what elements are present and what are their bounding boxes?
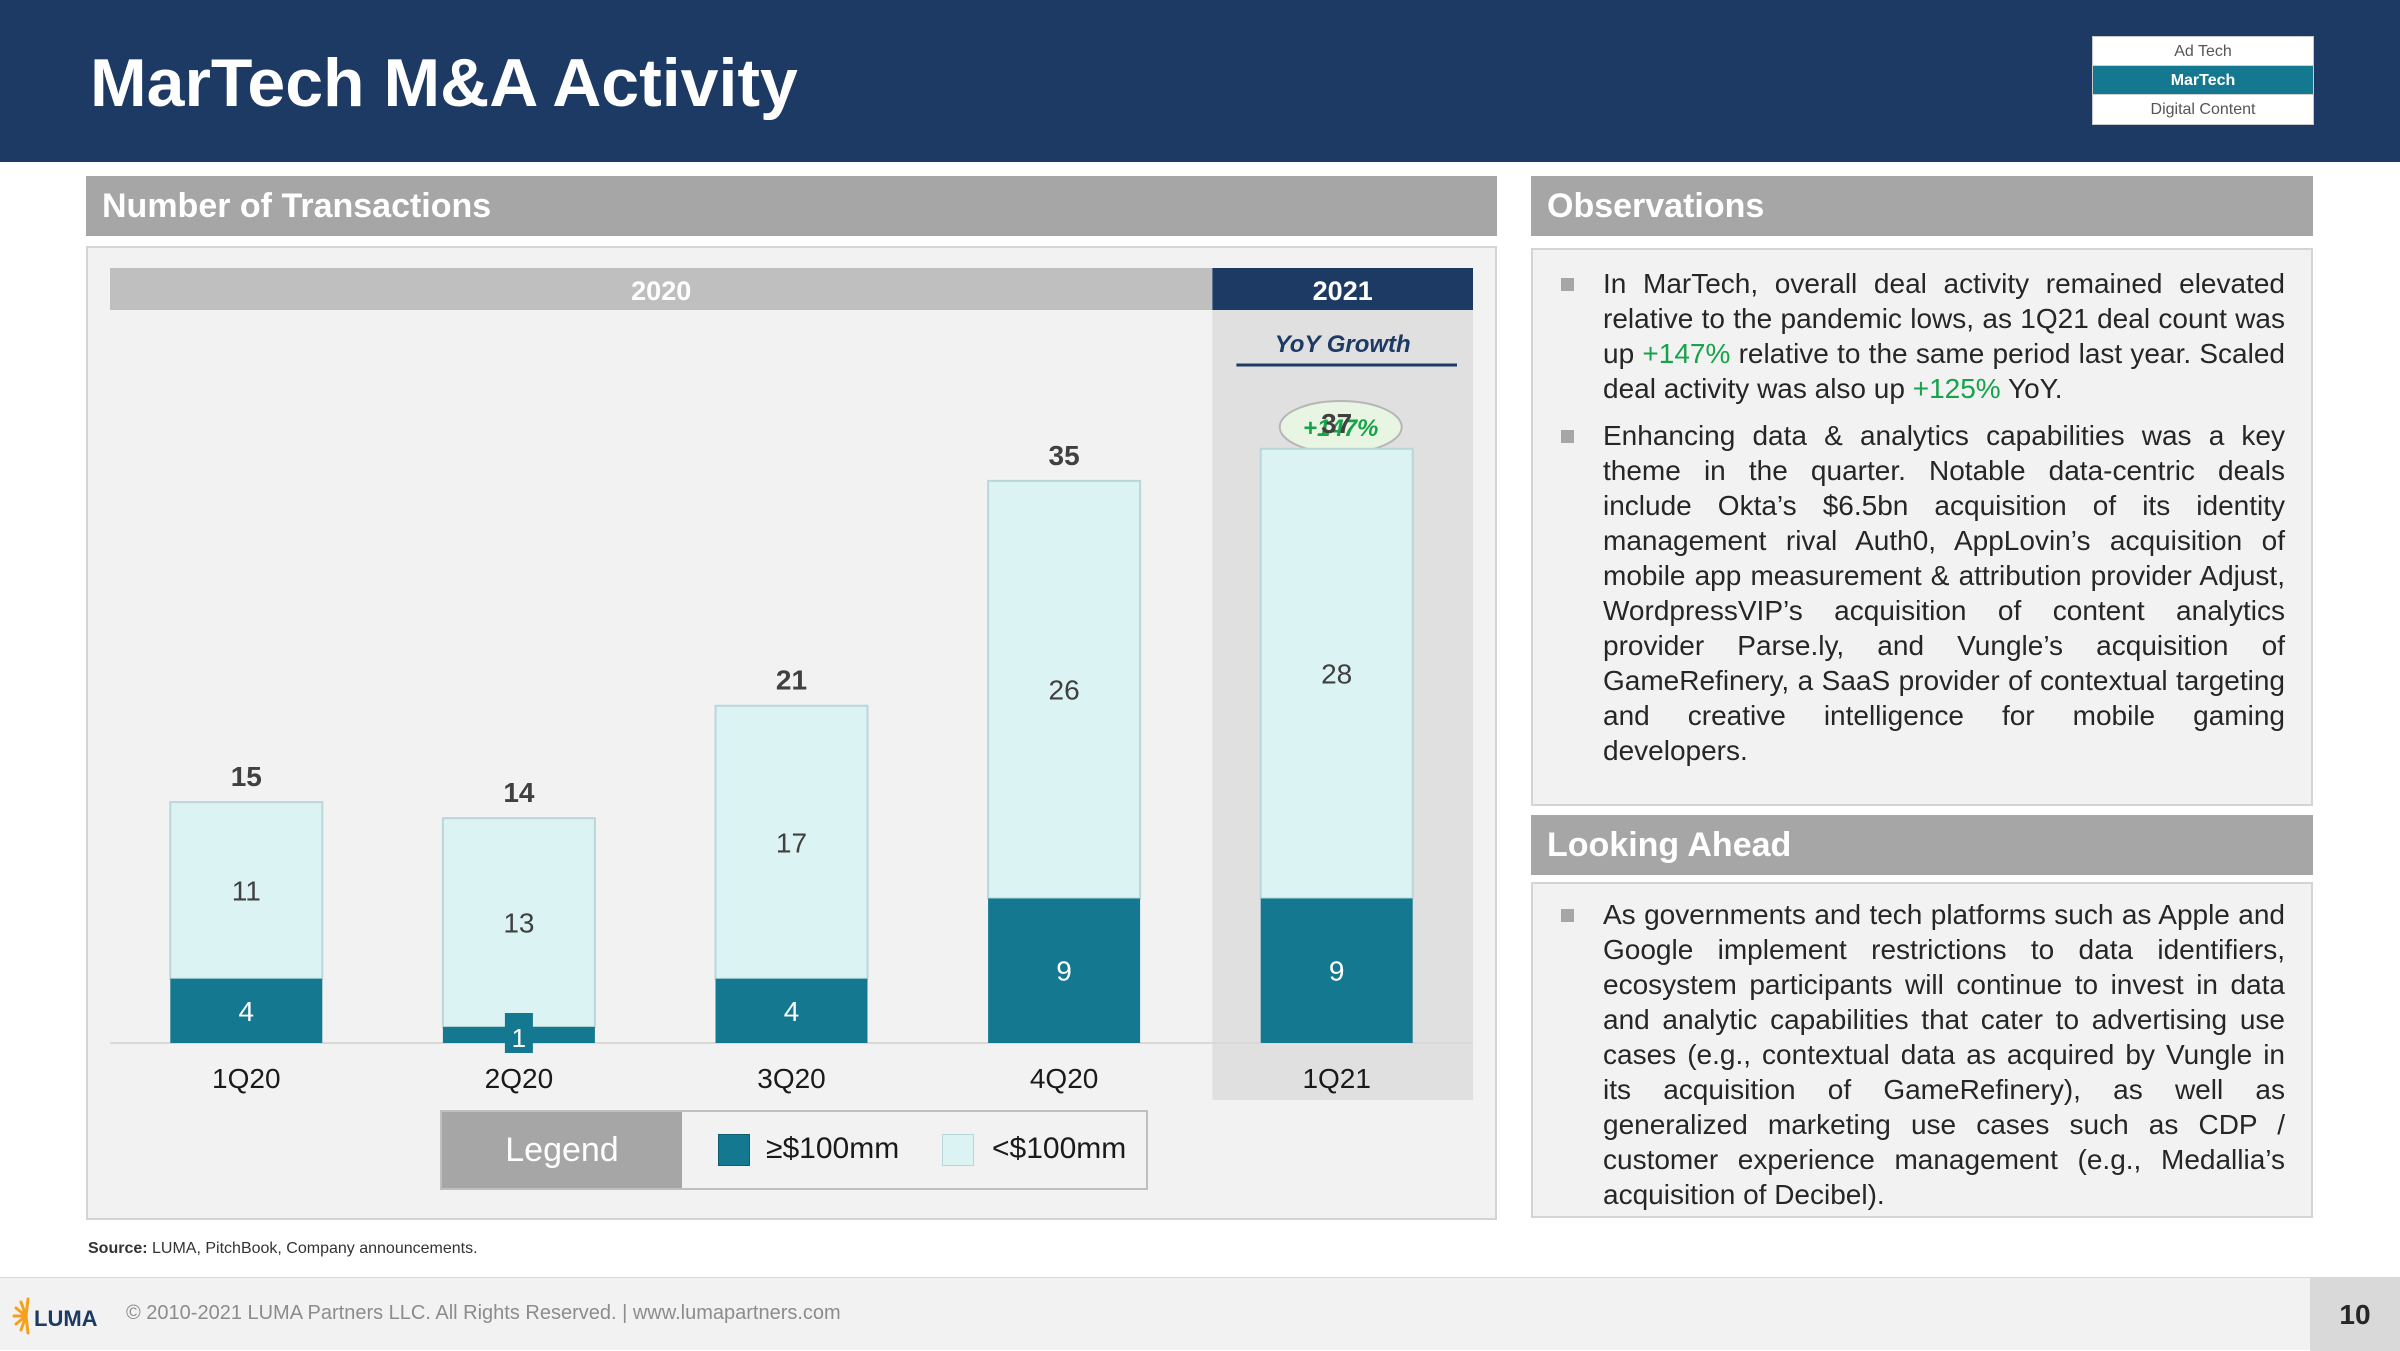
bar-total-label: 35	[1049, 440, 1080, 471]
bar-large-4Q20	[988, 898, 1141, 1043]
growth-highlight: +125%	[1912, 373, 2001, 404]
bullet-text: In MarTech, overall deal activity remain…	[1603, 268, 2285, 369]
looking-ahead-panel	[1531, 882, 2313, 1218]
x-tick-label: 3Q20	[757, 1063, 826, 1094]
luma-logo-text: LUMA	[34, 1306, 98, 1331]
bullet-item: In MarTech, overall deal activity remain…	[1533, 266, 2285, 406]
observations-panel	[1531, 248, 2313, 806]
bar-small-label: 17	[776, 827, 807, 858]
bar-total-label: 21	[776, 665, 807, 696]
bar-large-1Q20	[170, 978, 323, 1043]
bullet-text: YoY.	[2000, 373, 2063, 404]
legend-label-large: ≥$100mm	[766, 1132, 900, 1165]
bar-total-label: 37	[1321, 408, 1352, 439]
bar-large-label: 9	[1056, 956, 1072, 987]
bar-large-label: 1	[512, 1023, 526, 1053]
bullet-square-icon	[1561, 278, 1574, 291]
bar-small-4Q20	[987, 479, 1142, 900]
bullet-text: As governments and tech platforms such a…	[1603, 899, 2285, 1210]
bar-total-label: 14	[503, 777, 535, 808]
luma-logo: LUMA	[12, 1297, 98, 1335]
bar-small-label: 28	[1321, 659, 1352, 690]
yoy-growth-value: +147%	[1303, 415, 1378, 442]
bar-total-label: 15	[231, 761, 262, 792]
section-header-observations: Observations	[1531, 176, 2313, 236]
bar-small-2Q20	[441, 817, 596, 1028]
legend-label-small: <$100mm	[992, 1132, 1127, 1165]
bar-large-label-box	[504, 1013, 533, 1053]
year-label-2021: 2021	[1313, 276, 1373, 306]
nav-item-digital-content[interactable]: Digital Content	[2150, 101, 2256, 118]
bullet-item: Enhancing data & analytics capabilities …	[1533, 418, 2285, 768]
bullet-item: As governments and tech platforms such a…	[1533, 897, 2285, 1212]
bar-small-3Q20	[714, 704, 869, 980]
page-title: MarTech M&A Activity	[90, 45, 798, 121]
sector-nav: Ad Tech MarTech Digital Content	[2092, 36, 2314, 125]
section-header-looking-ahead: Looking Ahead	[1531, 815, 2313, 875]
looking-ahead-list: As governments and tech platforms such a…	[1533, 897, 2285, 1224]
x-tick-label: 1Q20	[212, 1063, 281, 1094]
nav-item-adtech[interactable]: Ad Tech	[2093, 37, 2313, 66]
source-note: Source: LUMA, PitchBook, Company announc…	[88, 1240, 478, 1258]
bar-large-1Q21	[1260, 898, 1413, 1043]
source-label: Source:	[88, 1240, 148, 1257]
legend-swatch-large	[718, 1134, 750, 1166]
bar-large-label: 4	[239, 996, 255, 1027]
bar-small-label: 26	[1049, 675, 1080, 706]
legend-title: Legend	[442, 1112, 682, 1188]
footer-copyright: © 2010-2021 LUMA Partners LLC. All Right…	[126, 1302, 841, 1324]
section-header-transactions: Number of Transactions	[86, 176, 1497, 236]
year-label-2020: 2020	[631, 276, 691, 306]
bar-large-label: 9	[1329, 956, 1345, 987]
legend-swatch-small	[942, 1134, 974, 1166]
yoy-growth-title: YoY Growth	[1275, 331, 1411, 358]
bar-small-label: 13	[503, 908, 534, 939]
bar-large-3Q20	[715, 978, 868, 1043]
bar-large-label: 4	[784, 996, 800, 1027]
x-tick-label: 1Q21	[1302, 1063, 1371, 1094]
page-number: 10	[2310, 1278, 2400, 1351]
bar-small-1Q21	[1259, 447, 1414, 900]
bar-small-1Q20	[169, 801, 324, 980]
growth-highlight: +147%	[1642, 338, 1731, 369]
year-header-2020	[110, 268, 1213, 310]
header-bar: MarTech M&A Activity Ad Tech MarTech Dig…	[0, 0, 2400, 162]
x-tick-label: 2Q20	[485, 1063, 554, 1094]
bullet-text: relative to the same period last year. S…	[1603, 338, 2285, 404]
observations-list: In MarTech, overall deal activity remain…	[1533, 266, 2285, 780]
bar-small-label: 11	[232, 875, 261, 906]
x-tick-label: 4Q20	[1030, 1063, 1099, 1094]
bullet-square-icon	[1561, 909, 1574, 922]
bullet-square-icon	[1561, 430, 1574, 443]
source-text: LUMA, PitchBook, Company announcements.	[147, 1240, 478, 1257]
chart-legend: Legend ≥$100mm <$100mm	[440, 1110, 1148, 1190]
year-header-2021	[1212, 268, 1473, 310]
footer: LUMA © 2010-2021 LUMA Partners LLC. All …	[0, 1277, 2400, 1351]
bullet-text: Enhancing data & analytics capabilities …	[1603, 420, 2285, 766]
nav-item-martech[interactable]: MarTech	[2093, 66, 2313, 95]
